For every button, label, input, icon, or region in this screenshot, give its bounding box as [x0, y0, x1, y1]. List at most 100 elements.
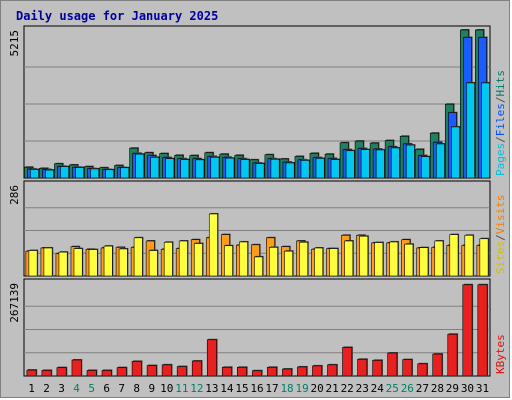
bar-kbytes-day-22	[342, 346, 353, 377]
x-tick-label: 10	[160, 382, 173, 395]
bar-sites-day-8	[133, 236, 144, 277]
bar-kbytes-day-15	[237, 366, 248, 377]
x-tick-label: 9	[148, 382, 155, 395]
bar-kbytes-day-12	[191, 360, 203, 377]
bar-pages-day-11-body	[180, 159, 190, 179]
bar-kbytes-day-27-body	[417, 363, 428, 377]
bar-sites-day-16-body	[254, 256, 263, 277]
x-tick-label: 16	[250, 382, 263, 395]
legend-item: Files	[494, 103, 507, 136]
bar-kbytes-day-20-body	[312, 365, 323, 377]
x-tick-label: 7	[118, 382, 125, 395]
panel-middle-bars	[25, 212, 490, 277]
bar-kbytes-day-9-body	[146, 365, 157, 377]
bar-sites-day-20	[314, 247, 324, 277]
bar-pages-day-23-body	[360, 149, 370, 179]
bar-pages-day-27	[420, 155, 431, 179]
bar-sites-day-25-body	[389, 241, 399, 277]
bar-kbytes-day-28-body	[432, 353, 443, 377]
bar-sites-day-14	[224, 244, 234, 277]
x-tick-label: 26	[401, 382, 414, 395]
bar-kbytes-day-18	[282, 368, 293, 377]
panel-middle-ymax-label: 286	[8, 185, 21, 205]
x-tick-label: 4	[73, 382, 80, 395]
bar-pages-day-1-body	[30, 169, 39, 179]
bar-kbytes-day-8	[131, 360, 143, 377]
bar-sites-day-18-body	[284, 250, 294, 277]
bar-pages-day-31-body	[481, 82, 490, 179]
bar-kbytes-day-22-body	[342, 347, 353, 377]
bar-kbytes-day-17-body	[267, 366, 277, 377]
bar-kbytes-day-15-body	[237, 366, 247, 377]
bar-pages-day-13-body	[210, 156, 220, 179]
bar-sites-day-28-body	[434, 240, 444, 277]
bar-pages-day-20-body	[315, 158, 325, 179]
bar-pages-day-7-body	[120, 167, 130, 179]
bar-kbytes-day-31	[477, 283, 489, 377]
x-tick-label: 2	[43, 382, 50, 395]
bar-kbytes-day-6-body	[101, 370, 112, 377]
x-tick-label: 30	[461, 382, 474, 395]
bar-kbytes-day-21	[327, 363, 338, 377]
bar-sites-day-21-body	[329, 248, 339, 277]
panel-bottom-bars	[26, 283, 489, 377]
bar-pages-day-13	[210, 156, 221, 179]
bar-pages-day-9	[150, 156, 160, 179]
legend-item: /	[494, 136, 507, 143]
x-tick-label: 3	[58, 382, 65, 395]
bar-kbytes-day-13	[206, 338, 218, 377]
x-tick-label: 17	[265, 382, 278, 395]
bar-sites-day-14-body	[224, 245, 233, 277]
x-tick-label: 29	[446, 382, 459, 395]
bar-kbytes-day-3-body	[56, 367, 67, 377]
legend-item: Visits	[494, 195, 507, 235]
bar-sites-day-24-body	[374, 242, 384, 277]
panel-middle-legend: Sites/Visits	[494, 195, 507, 275]
bar-pages-day-12	[195, 158, 206, 179]
panel-top-ymax-label: 5215	[8, 30, 21, 57]
bar-sites-day-9	[148, 249, 159, 277]
bar-pages-day-26	[405, 144, 416, 179]
x-tick-label: 8	[133, 382, 140, 395]
bar-sites-day-27	[419, 246, 429, 277]
bar-pages-day-6	[105, 168, 115, 179]
bar-kbytes-day-7	[116, 366, 128, 377]
legend-item: Sites	[494, 241, 507, 274]
panel-bottom-legend: KBytes	[494, 334, 507, 374]
chart-panels: 5215Pages/Files/Hits286Sites/Visits26713…	[8, 25, 507, 377]
bar-sites-day-29-body	[449, 234, 459, 277]
bar-sites-day-19	[299, 241, 309, 277]
x-tick-label: 24	[371, 382, 385, 395]
bar-kbytes-day-6	[101, 369, 113, 377]
bar-sites-day-24	[374, 241, 384, 277]
bar-pages-day-3	[60, 165, 70, 179]
bar-kbytes-day-4	[71, 358, 83, 377]
legend-item: KBytes	[494, 334, 507, 374]
x-tick-label: 27	[416, 382, 429, 395]
bar-kbytes-day-29-body	[447, 333, 458, 377]
bar-sites-day-17-body	[269, 247, 278, 277]
bar-sites-day-11	[178, 240, 189, 277]
bar-pages-day-27-body	[420, 156, 430, 179]
bar-sites-day-19-body	[299, 241, 309, 277]
bar-kbytes-day-14	[221, 366, 233, 377]
x-axis-day-labels: 1 2 3 4 5 6 7 8 9 10 11 12 13 14 15 16 17 18 19 20 21 22 23 24 2…	[28, 382, 489, 395]
x-tick-label: 22	[341, 382, 354, 395]
bar-sites-day-13-body	[208, 213, 218, 277]
bar-pages-day-14-body	[225, 157, 235, 179]
bar-pages-day-5	[90, 167, 100, 179]
bar-pages-day-4-body	[75, 167, 85, 179]
x-tick-label: 14	[220, 382, 234, 395]
bar-sites-day-7-body	[118, 248, 128, 277]
bar-kbytes-day-2-body	[41, 370, 52, 377]
panel-bottom: 267139 KBytes	[8, 278, 507, 377]
bar-pages-day-1	[30, 168, 40, 179]
bar-sites-day-20-body	[314, 247, 324, 277]
x-tick-label: 19	[295, 382, 308, 395]
bar-pages-day-30-body	[466, 82, 475, 179]
bar-kbytes-day-27	[417, 362, 429, 377]
bar-sites-day-3	[58, 251, 69, 277]
bar-pages-day-10	[165, 157, 175, 179]
legend-item: /	[494, 234, 507, 241]
